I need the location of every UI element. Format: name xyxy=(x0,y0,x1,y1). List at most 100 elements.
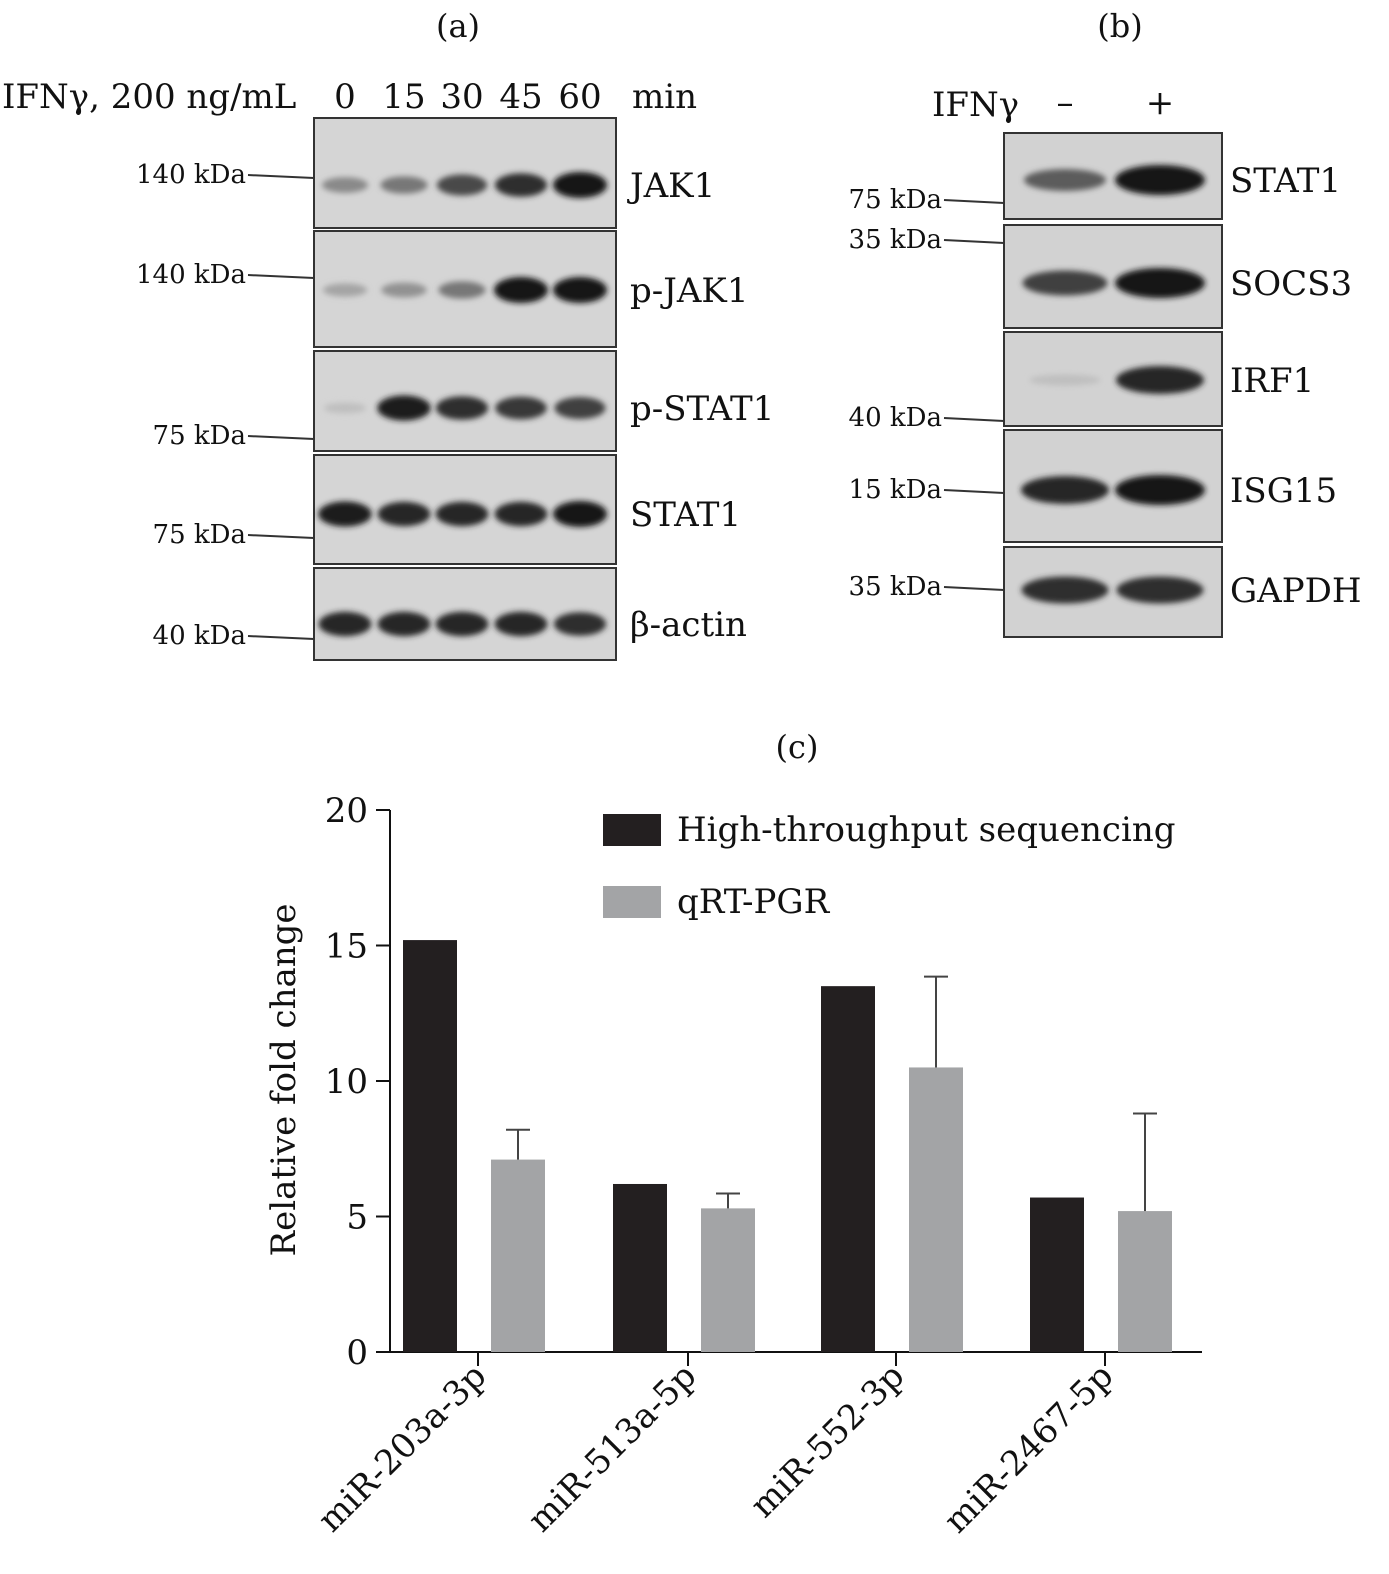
band-lane-5 xyxy=(553,612,607,636)
protein-name: STAT1 xyxy=(1230,161,1341,201)
protein-name: p-JAK1 xyxy=(630,271,748,311)
marker-line xyxy=(247,534,315,539)
band-lane-3 xyxy=(435,501,489,527)
panel-c: (c) 0 5 10 15 20 miR-203a-3p miR-513a-5p miR-5… xyxy=(264,728,1202,1541)
protein-name: ISG15 xyxy=(1230,471,1337,511)
band-lane-1 xyxy=(1021,576,1109,604)
band-lane-4 xyxy=(494,611,548,637)
y-tick-label: 20 xyxy=(325,791,368,831)
marker-label: 75 kDa xyxy=(153,520,246,550)
band-lane-1 xyxy=(318,611,372,637)
protein-name: GAPDH xyxy=(1230,571,1362,611)
marker-label: 35 kDa xyxy=(849,225,942,255)
panel-a-label: (a) xyxy=(436,7,480,45)
band-lane-3 xyxy=(438,281,486,299)
marker-line xyxy=(247,435,315,440)
bars xyxy=(403,940,1172,1352)
panel-b-label: (b) xyxy=(1097,7,1142,45)
x-tick-label: miR-2467-5p xyxy=(936,1356,1121,1541)
band-lane-3 xyxy=(435,611,489,637)
marker-label: 140 kDa xyxy=(136,160,246,190)
band-lane-2 xyxy=(1115,475,1205,505)
timepoint-label: 45 xyxy=(499,77,542,117)
marker-label: 75 kDa xyxy=(849,185,942,215)
bar-mir-203a-3p-series-2 xyxy=(491,1159,545,1352)
band-lane-1 xyxy=(1022,270,1108,296)
blot-isg15: 15 kDa ISG15 xyxy=(849,429,1337,543)
protein-name: SOCS3 xyxy=(1230,264,1352,304)
band-lane-5 xyxy=(553,277,607,303)
band-lane-1 xyxy=(1024,169,1106,191)
protein-name: IRF1 xyxy=(1230,361,1314,401)
panel-a-unit: min xyxy=(632,77,697,117)
legend-label: qRT-PGR xyxy=(677,882,831,922)
marker-line xyxy=(943,586,1005,591)
marker-line xyxy=(943,489,1005,494)
marker-label: 140 kDa xyxy=(136,260,246,290)
band-lane-2 xyxy=(380,176,428,194)
marker-line xyxy=(943,417,1005,422)
band-lane-3 xyxy=(436,174,488,196)
band-lane-2 xyxy=(1115,268,1205,298)
panel-b-blots: 75 kDa STAT1 35 kDa SOCS3 40 kDa IRF1 15 kDa IS… xyxy=(849,132,1362,638)
marker-label: 35 kDa xyxy=(849,572,942,602)
bar-mir-513a-5p-series-1 xyxy=(613,1183,667,1352)
panel-b-treatment: IFNγ xyxy=(932,85,1019,125)
protein-name: STAT1 xyxy=(630,495,741,535)
band-lane-4 xyxy=(494,173,548,197)
blot-stat1: 75 kDa STAT1 xyxy=(153,454,741,565)
band-lane-3 xyxy=(435,396,489,420)
band-lane-1 xyxy=(321,177,369,193)
marker-label: 40 kDa xyxy=(153,621,246,651)
band-lane-1 xyxy=(1029,374,1101,386)
blot-p-jak1: 140 kDa p-JAK1 xyxy=(136,230,748,348)
timepoint-label: 30 xyxy=(440,77,483,117)
band-lane-5 xyxy=(554,397,606,419)
band-lane-5 xyxy=(553,501,607,527)
band-lane-2 xyxy=(377,395,431,421)
timepoint-label: 0 xyxy=(334,77,356,117)
band-lane-2 xyxy=(1116,366,1204,394)
bar-mir-552-3p-series-2 xyxy=(909,1067,963,1352)
blot-socs3: 35 kDa SOCS3 xyxy=(849,224,1352,329)
band-lane-1 xyxy=(322,283,368,297)
blot-membrane xyxy=(313,117,617,229)
marker-line xyxy=(943,239,1005,244)
bar-mir-552-3p-series-1 xyxy=(821,986,875,1352)
band-lane-2 xyxy=(377,611,431,637)
y-ticks: 0 5 10 15 20 xyxy=(325,791,390,1373)
protein-name: p-STAT1 xyxy=(630,389,774,429)
x-tick-label: miR-552-3p xyxy=(743,1356,913,1526)
panel-b-conditions: – + xyxy=(1057,83,1175,123)
band-lane-1 xyxy=(1021,476,1109,504)
bar-mir-513a-5p-series-2 xyxy=(701,1208,755,1352)
band-lane-4 xyxy=(494,277,548,303)
condition-label: – xyxy=(1057,83,1074,123)
blot-gapdh: 35 kDa GAPDH xyxy=(849,546,1362,638)
y-tick-label: 0 xyxy=(346,1333,368,1373)
panel-c-label: (c) xyxy=(776,728,819,766)
x-ticks: miR-203a-3p miR-513a-5p miR-552-3p miR-2467… xyxy=(310,1352,1121,1541)
marker-label: 40 kDa xyxy=(849,403,942,433)
marker-line xyxy=(247,635,315,640)
panel-a-timepoints: 0 15 30 45 60 xyxy=(334,77,601,117)
y-tick-label: 5 xyxy=(346,1198,368,1238)
bar-mir-2467-5p-series-1 xyxy=(1030,1197,1084,1352)
panel-a-treatment: IFNγ, 200 ng/mL xyxy=(2,77,296,117)
protein-name: β-actin xyxy=(630,605,747,645)
marker-line xyxy=(943,199,1005,204)
panel-a: (a) IFNγ, 200 ng/mL 0 15 30 45 60 min 140 kD… xyxy=(2,7,774,661)
blot-irf1: 40 kDa IRF1 xyxy=(849,331,1314,433)
marker-line xyxy=(247,274,315,279)
band-lane-1 xyxy=(318,501,372,527)
blot-p-stat1: 75 kDa p-STAT1 xyxy=(153,350,774,452)
bar-chart: 0 5 10 15 20 miR-203a-3p miR-513a-5p miR-552-3… xyxy=(264,791,1202,1541)
panel-b: (b) IFNγ – + 75 kDa STAT1 35 kDa SOCS3 40 kDa… xyxy=(849,7,1362,638)
band-lane-2 xyxy=(381,282,427,298)
bar-mir-203a-3p-series-1 xyxy=(403,940,457,1352)
x-tick-label: miR-203a-3p xyxy=(310,1356,494,1540)
band-lane-2 xyxy=(1116,576,1204,604)
legend-swatch xyxy=(603,814,661,846)
